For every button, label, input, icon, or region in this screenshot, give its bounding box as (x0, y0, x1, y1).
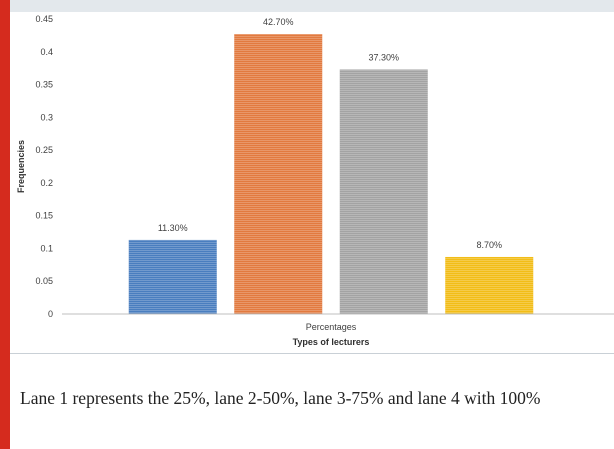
figure-top-band (10, 0, 614, 12)
figure-caption: Lane 1 represents the 25%, lane 2-50%, l… (20, 383, 610, 413)
chart-panel-border (10, 353, 614, 354)
y-tick-label: 0 (48, 309, 53, 319)
data-labels: 11.30% 42.70% 37.30% 8.70% (158, 17, 502, 250)
y-tick-label: 0.45 (35, 14, 53, 24)
y-tick-label: 0.25 (35, 145, 53, 155)
x-category-label: Percentages (306, 322, 357, 332)
y-tick-label: 0.15 (35, 211, 53, 221)
y-axis-title: Frequencies (16, 140, 26, 193)
y-tick-label: 0.05 (35, 276, 53, 286)
bar-chart: 0 0.05 0.1 0.15 0.2 0.25 0.3 0.35 0.4 0.45 11.30%… (10, 12, 614, 353)
y-tick-label: 0.2 (40, 178, 53, 188)
bar-data-label: 11.30% (158, 223, 188, 233)
y-tick-label: 0.4 (40, 47, 53, 57)
bar-data-label: 42.70% (263, 17, 294, 27)
y-tick-label: 0.1 (40, 243, 53, 253)
chart-panel: 0 0.05 0.1 0.15 0.2 0.25 0.3 0.35 0.4 0.45 11.30%… (10, 12, 614, 353)
y-axis-ticks: 0 0.05 0.1 0.15 0.2 0.25 0.3 0.35 0.4 0.45 (35, 14, 53, 319)
bar-texture (445, 257, 533, 314)
left-accent-bar (0, 0, 10, 449)
bars (129, 34, 534, 314)
y-tick-label: 0.3 (40, 112, 53, 122)
bar-texture (340, 69, 428, 314)
bar-data-label: 8.70% (476, 240, 502, 250)
y-tick-label: 0.35 (35, 80, 53, 90)
bar-texture (234, 34, 322, 314)
bar-data-label: 37.30% (368, 52, 399, 62)
x-axis-title: Types of lecturers (293, 337, 370, 347)
bar-texture (129, 240, 217, 314)
